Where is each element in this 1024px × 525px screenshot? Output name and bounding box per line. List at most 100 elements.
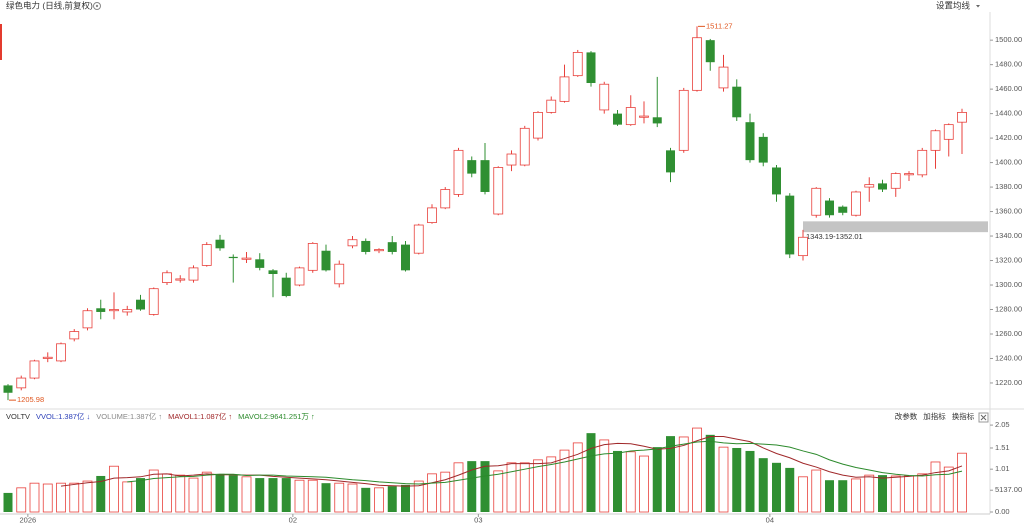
volume-bar	[241, 476, 252, 513]
candle-body	[692, 37, 702, 91]
volume-bar	[572, 442, 583, 513]
candle-body	[401, 244, 410, 271]
candle-body	[785, 195, 795, 255]
volume-bar	[825, 480, 834, 512]
volume-bar	[321, 483, 331, 512]
volume-bar	[3, 492, 13, 512]
volume-bar	[440, 471, 451, 513]
candle-body	[334, 263, 345, 285]
legend-item: VOLUME:1.387亿 ↑	[96, 411, 162, 421]
volume-bar	[162, 473, 172, 513]
candle-body	[639, 115, 649, 118]
volume-bar	[692, 427, 702, 513]
high-annotation: 1511.27	[706, 21, 733, 30]
candle-body	[533, 111, 543, 139]
candle-body	[917, 149, 928, 176]
legend-item: VOLTV	[6, 412, 30, 421]
volume-bar	[453, 462, 464, 513]
volume-bar	[480, 461, 490, 512]
volume-bar	[374, 487, 384, 513]
y-tick-label: 1400.00	[995, 158, 1022, 167]
volume-bar	[215, 473, 225, 512]
volume-bar	[546, 456, 557, 513]
candle-body	[96, 308, 106, 312]
volume-bar	[228, 475, 238, 512]
candle-body	[201, 244, 212, 266]
volume-bar	[42, 483, 53, 513]
y-tick-label: 1360.00	[995, 207, 1022, 216]
candle-body	[745, 122, 755, 161]
candle-body	[162, 272, 172, 283]
indicator-button[interactable]: 换指标	[952, 411, 975, 421]
chart-title: 绿色电力 (日线,前复权)	[6, 0, 93, 10]
volume-bar	[122, 481, 133, 513]
volume-bar	[506, 462, 517, 513]
legend-item: MAVOL2:9641.251万 ↑	[238, 412, 315, 421]
volume-bar	[811, 469, 822, 513]
indicator-button[interactable]: 改参数	[895, 411, 918, 421]
volume-bar	[758, 458, 768, 512]
volume-bar	[732, 447, 742, 512]
candle-body	[586, 52, 596, 84]
volume-bar	[69, 482, 80, 513]
candle-body	[943, 124, 954, 140]
candle-body	[480, 160, 490, 192]
x-tick-label: 02	[289, 515, 297, 524]
candle-body	[56, 343, 66, 362]
volume-bar	[639, 455, 649, 513]
candle-body	[69, 331, 80, 340]
y-tick-label: 1380.00	[995, 182, 1022, 191]
volume-bar	[334, 482, 345, 513]
volume-bar	[930, 461, 941, 513]
volume-bar	[148, 469, 159, 513]
candle-body	[825, 200, 834, 216]
candle-body	[188, 267, 199, 281]
y-tick-label: 1300.00	[995, 280, 1022, 289]
candle-body	[957, 111, 967, 123]
candle-body	[652, 117, 662, 124]
volume-bar	[294, 479, 305, 513]
volume-bar	[613, 450, 622, 512]
candle-body	[3, 385, 13, 393]
price-zone	[803, 221, 988, 233]
legend-item: MAVOL1:1.087亿 ↑	[168, 411, 232, 421]
volume-bar	[772, 462, 781, 512]
y-tick-label: 1500.00	[995, 35, 1022, 44]
candle-body	[122, 309, 133, 313]
candle-body	[82, 310, 93, 329]
volume-bar	[16, 487, 27, 513]
volume-bar	[851, 478, 861, 513]
candle-body	[613, 113, 622, 125]
settings-icon[interactable]	[93, 2, 101, 10]
volume-bar	[519, 462, 530, 513]
y-tick-label: 5137.00	[995, 485, 1022, 494]
candle-body	[732, 86, 742, 118]
volume-bar	[586, 433, 596, 512]
candle-body	[493, 167, 504, 215]
volume-bar	[109, 465, 119, 513]
volume-bar	[705, 434, 715, 512]
settings-button[interactable]: 设置均线	[936, 0, 971, 10]
volume-bar	[890, 475, 901, 513]
y-tick-label: 1340.00	[995, 231, 1022, 240]
candle-body	[758, 136, 768, 163]
candle-body	[506, 153, 517, 166]
volume-bar	[96, 475, 106, 512]
volume-bar	[678, 436, 689, 513]
close-button[interactable]	[978, 412, 989, 423]
legend-item: VVOL:1.387亿 ↓	[36, 411, 90, 421]
indicator-button[interactable]: 加指标	[923, 411, 946, 421]
candle-body	[467, 160, 477, 174]
volume-bar	[387, 486, 397, 512]
candle-body	[42, 356, 53, 359]
ma-line	[60, 436, 963, 487]
candle-body	[811, 187, 822, 216]
y-tick-label: 1220.00	[995, 378, 1022, 387]
candle-body	[838, 206, 848, 213]
x-tick-label: 03	[474, 515, 482, 524]
volume-bar	[201, 471, 212, 513]
volume-bar	[281, 478, 291, 512]
volume-bar	[175, 474, 186, 513]
candle-body	[175, 278, 186, 281]
